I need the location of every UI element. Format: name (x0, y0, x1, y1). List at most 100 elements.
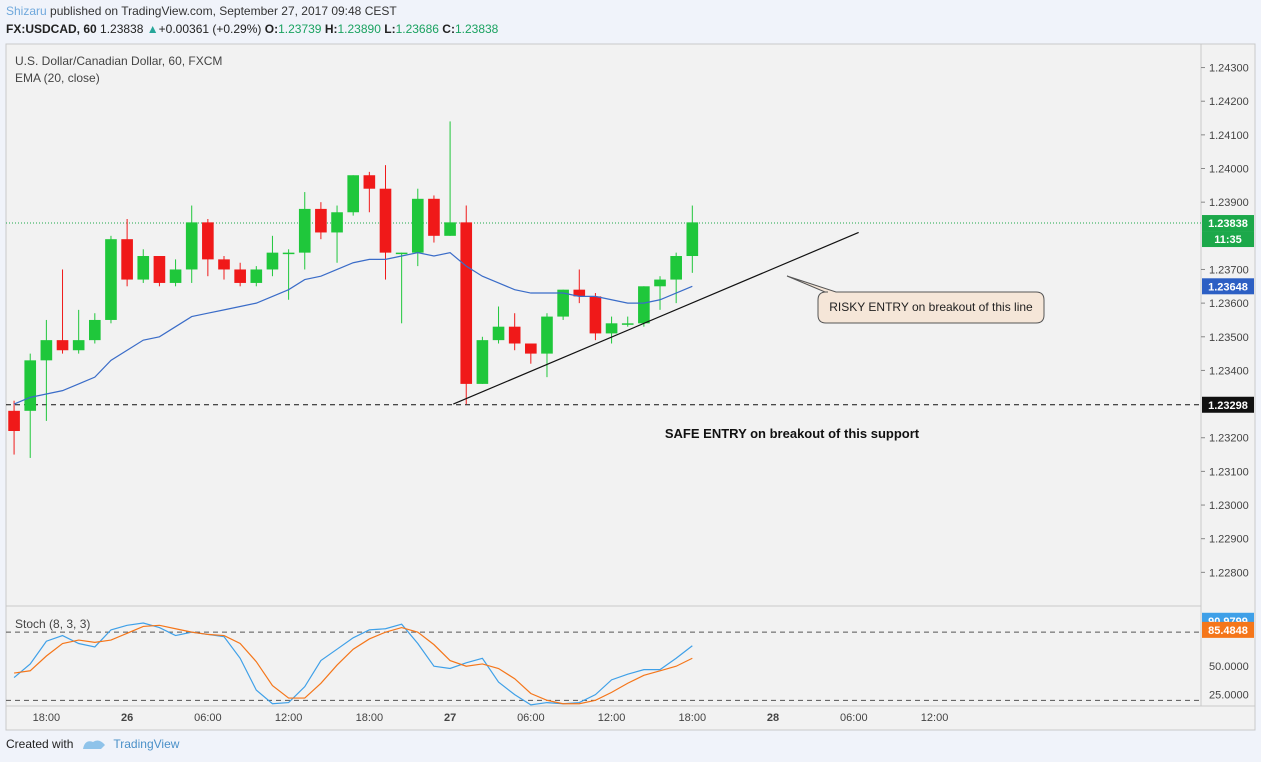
candle-body[interactable] (169, 269, 182, 283)
candle-body[interactable] (202, 222, 214, 260)
ema-legend: EMA (20, close) (15, 71, 100, 85)
candle-body[interactable] (24, 360, 37, 411)
stoch-pane-bg[interactable] (5, 605, 1202, 707)
candle-body[interactable] (541, 316, 553, 354)
risky-entry-callout (786, 275, 1045, 324)
stoch-tick-label: 25.0000 (1209, 690, 1249, 702)
author-name[interactable]: Shizaru (6, 4, 47, 18)
tradingview-logo-icon[interactable] (81, 737, 107, 751)
candle-body[interactable] (605, 323, 618, 334)
time-tick-label: 06:00 (840, 712, 868, 724)
candle-body[interactable] (492, 326, 505, 341)
price-tick-label: 1.23600 (1209, 298, 1249, 310)
price-tick-label: 1.24300 (1209, 63, 1249, 75)
candle-body[interactable] (476, 340, 489, 384)
candle-body[interactable] (460, 222, 473, 384)
candle-body[interactable] (234, 269, 246, 283)
price-tick-label: 1.24000 (1209, 164, 1249, 176)
time-axis-bg[interactable] (5, 705, 1256, 731)
candle-body[interactable] (589, 296, 602, 334)
candle-body[interactable] (72, 340, 85, 351)
candle-body[interactable] (686, 222, 699, 257)
candle-body[interactable] (121, 239, 133, 280)
candle-body[interactable] (266, 252, 279, 270)
candle-body[interactable] (525, 343, 537, 354)
candle-body[interactable] (250, 269, 263, 283)
candle-body[interactable] (8, 410, 20, 432)
main-pane (6, 121, 1201, 458)
time-tick-label: 18:00 (679, 712, 707, 724)
high-value: 1.23890 (337, 22, 381, 36)
risky-entry-text: RISKY ENTRY on breakout of this line (829, 300, 1033, 314)
candle-body[interactable] (670, 256, 682, 280)
tradingview-brand[interactable]: TradingView (113, 737, 180, 751)
candle-body[interactable] (105, 239, 117, 320)
symbol-name: FX:USDCAD, 60 (6, 22, 97, 36)
candle-body[interactable] (395, 252, 408, 255)
created-with-text: Created with (6, 737, 74, 751)
candle-body[interactable] (185, 222, 198, 270)
stoch-k-line[interactable] (13, 622, 693, 706)
candle-body[interactable] (218, 259, 230, 270)
chart-title: U.S. Dollar/Canadian Dollar, 60, FXCM (15, 54, 223, 68)
current-price-tag-bg (1202, 215, 1254, 232)
last-price: 1.23838 (100, 22, 144, 36)
price-tick-label: 1.24200 (1209, 96, 1249, 108)
time-tick-label: 27 (444, 712, 456, 724)
stoch-tick-label: 50.0000 (1209, 661, 1249, 673)
price-tick-label: 1.23400 (1209, 365, 1249, 377)
candle-body[interactable] (654, 279, 666, 287)
candle-body[interactable] (153, 256, 166, 283)
annotations: RISKY ENTRY on breakout of this line SAF… (665, 275, 1045, 441)
candle-body[interactable] (557, 289, 569, 317)
candle-body[interactable] (315, 208, 327, 233)
close-value: 1.23838 (454, 22, 499, 36)
candle-body[interactable] (40, 340, 53, 361)
price-tick-label: 1.22900 (1209, 534, 1249, 546)
price-tick-label: 1.23000 (1209, 500, 1249, 512)
time-tick-label: 12:00 (921, 712, 949, 724)
time-tick-label: 18:00 (33, 712, 61, 724)
ema-line[interactable] (13, 252, 693, 405)
candle-body[interactable] (379, 188, 392, 253)
low-value: 1.23686 (395, 22, 439, 36)
candle-body[interactable] (282, 252, 295, 255)
countdown-tag: 11:35 (1214, 234, 1242, 246)
footer: Created with TradingView (6, 737, 179, 751)
candle-body[interactable] (444, 222, 456, 236)
time-tick-label: 06:00 (194, 712, 222, 724)
axes: 1.24300 1.24200 1.24100 1.24000 1.23900 1.237… (33, 63, 1254, 724)
candle-body[interactable] (56, 340, 69, 351)
stoch-d-line[interactable] (13, 624, 693, 705)
ema-price-tag-bg (1202, 278, 1254, 295)
price-tick-label: 1.23100 (1209, 466, 1249, 478)
candle-body[interactable] (89, 319, 101, 341)
candle-body[interactable] (573, 289, 586, 297)
candle-body[interactable] (621, 323, 634, 325)
candle-body[interactable] (638, 286, 650, 324)
candle-body[interactable] (298, 208, 311, 253)
open-label: O: (264, 22, 279, 36)
price-tick-label: 1.23500 (1209, 332, 1249, 344)
main-pane-bg[interactable] (5, 43, 1202, 607)
price-axis-bg[interactable] (1200, 43, 1256, 707)
time-tick-label: 12:00 (275, 712, 303, 724)
candle-body[interactable] (137, 256, 150, 280)
trend-line[interactable] (453, 231, 859, 405)
candle-body[interactable] (347, 175, 360, 213)
stoch-legend: Stoch (8, 3, 3) (15, 617, 91, 631)
high-label: H: (324, 22, 338, 36)
candle-body[interactable] (411, 198, 424, 253)
price-tick-label: 1.22800 (1209, 567, 1249, 579)
candle-body[interactable] (508, 326, 521, 344)
current-price-tag: 1.23838 (1208, 218, 1248, 230)
close-label: C: (442, 22, 455, 36)
time-tick-label: 26 (121, 712, 133, 724)
candle-body[interactable] (428, 198, 440, 236)
safe-entry-text: SAFE ENTRY on breakout of this support (665, 426, 920, 441)
price-tick-label: 1.23200 (1209, 433, 1249, 445)
arrow-up-icon: ▲ (146, 22, 159, 36)
candle-body[interactable] (331, 212, 343, 233)
candle-body[interactable] (363, 175, 376, 189)
